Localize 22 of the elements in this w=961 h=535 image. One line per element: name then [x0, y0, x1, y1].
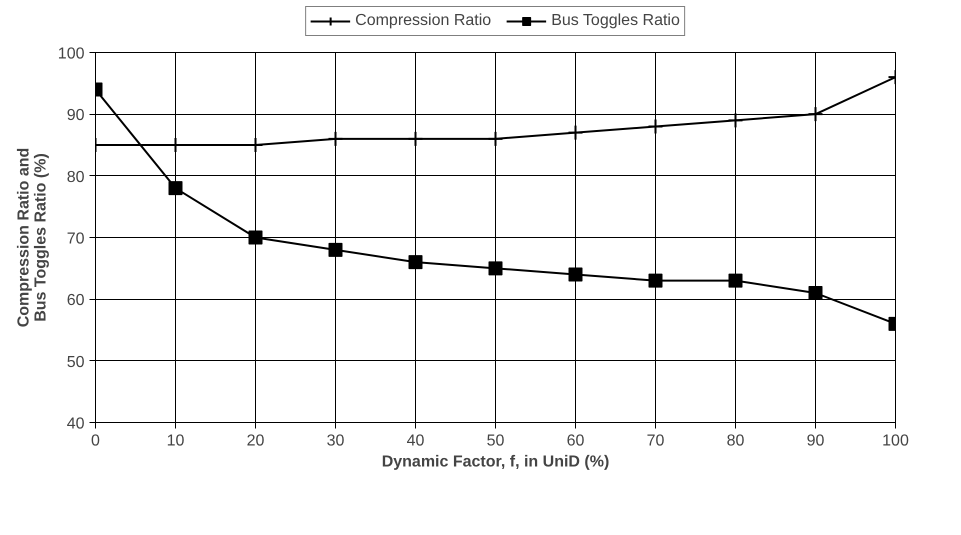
x-tick-label: 80	[726, 432, 744, 450]
x-tick-label: 90	[806, 432, 824, 450]
x-tick-label: 60	[566, 432, 584, 450]
x-tick-label: 10	[166, 432, 184, 450]
y-tick-label: 40	[66, 416, 85, 432]
y-tick-label: 90	[66, 107, 85, 124]
legend-label: Bus Toggles Ratio	[551, 12, 680, 30]
x-tick-label: 50	[486, 432, 504, 450]
y-tick-label: 60	[66, 292, 85, 310]
x-tick-label: 30	[326, 432, 344, 450]
x-tick-label: 100	[882, 432, 909, 450]
y-tick-label: 100	[58, 46, 85, 62]
x-axis-title: Dynamic Factor, f, in UniD (%)	[382, 454, 610, 470]
x-tick-label: 70	[646, 432, 664, 450]
y-tick-label: 80	[66, 168, 85, 186]
y-axis-title: Compression Ratio and Bus Toggles Ratio (%)	[16, 148, 50, 328]
y-tick-label: 50	[66, 354, 85, 371]
legend-label: Compression Ratio	[355, 12, 492, 30]
y-tick-label: 70	[66, 230, 85, 248]
x-tick-label: 0	[91, 432, 100, 450]
x-tick-label: 20	[246, 432, 264, 450]
x-tick-label: 40	[406, 432, 424, 450]
